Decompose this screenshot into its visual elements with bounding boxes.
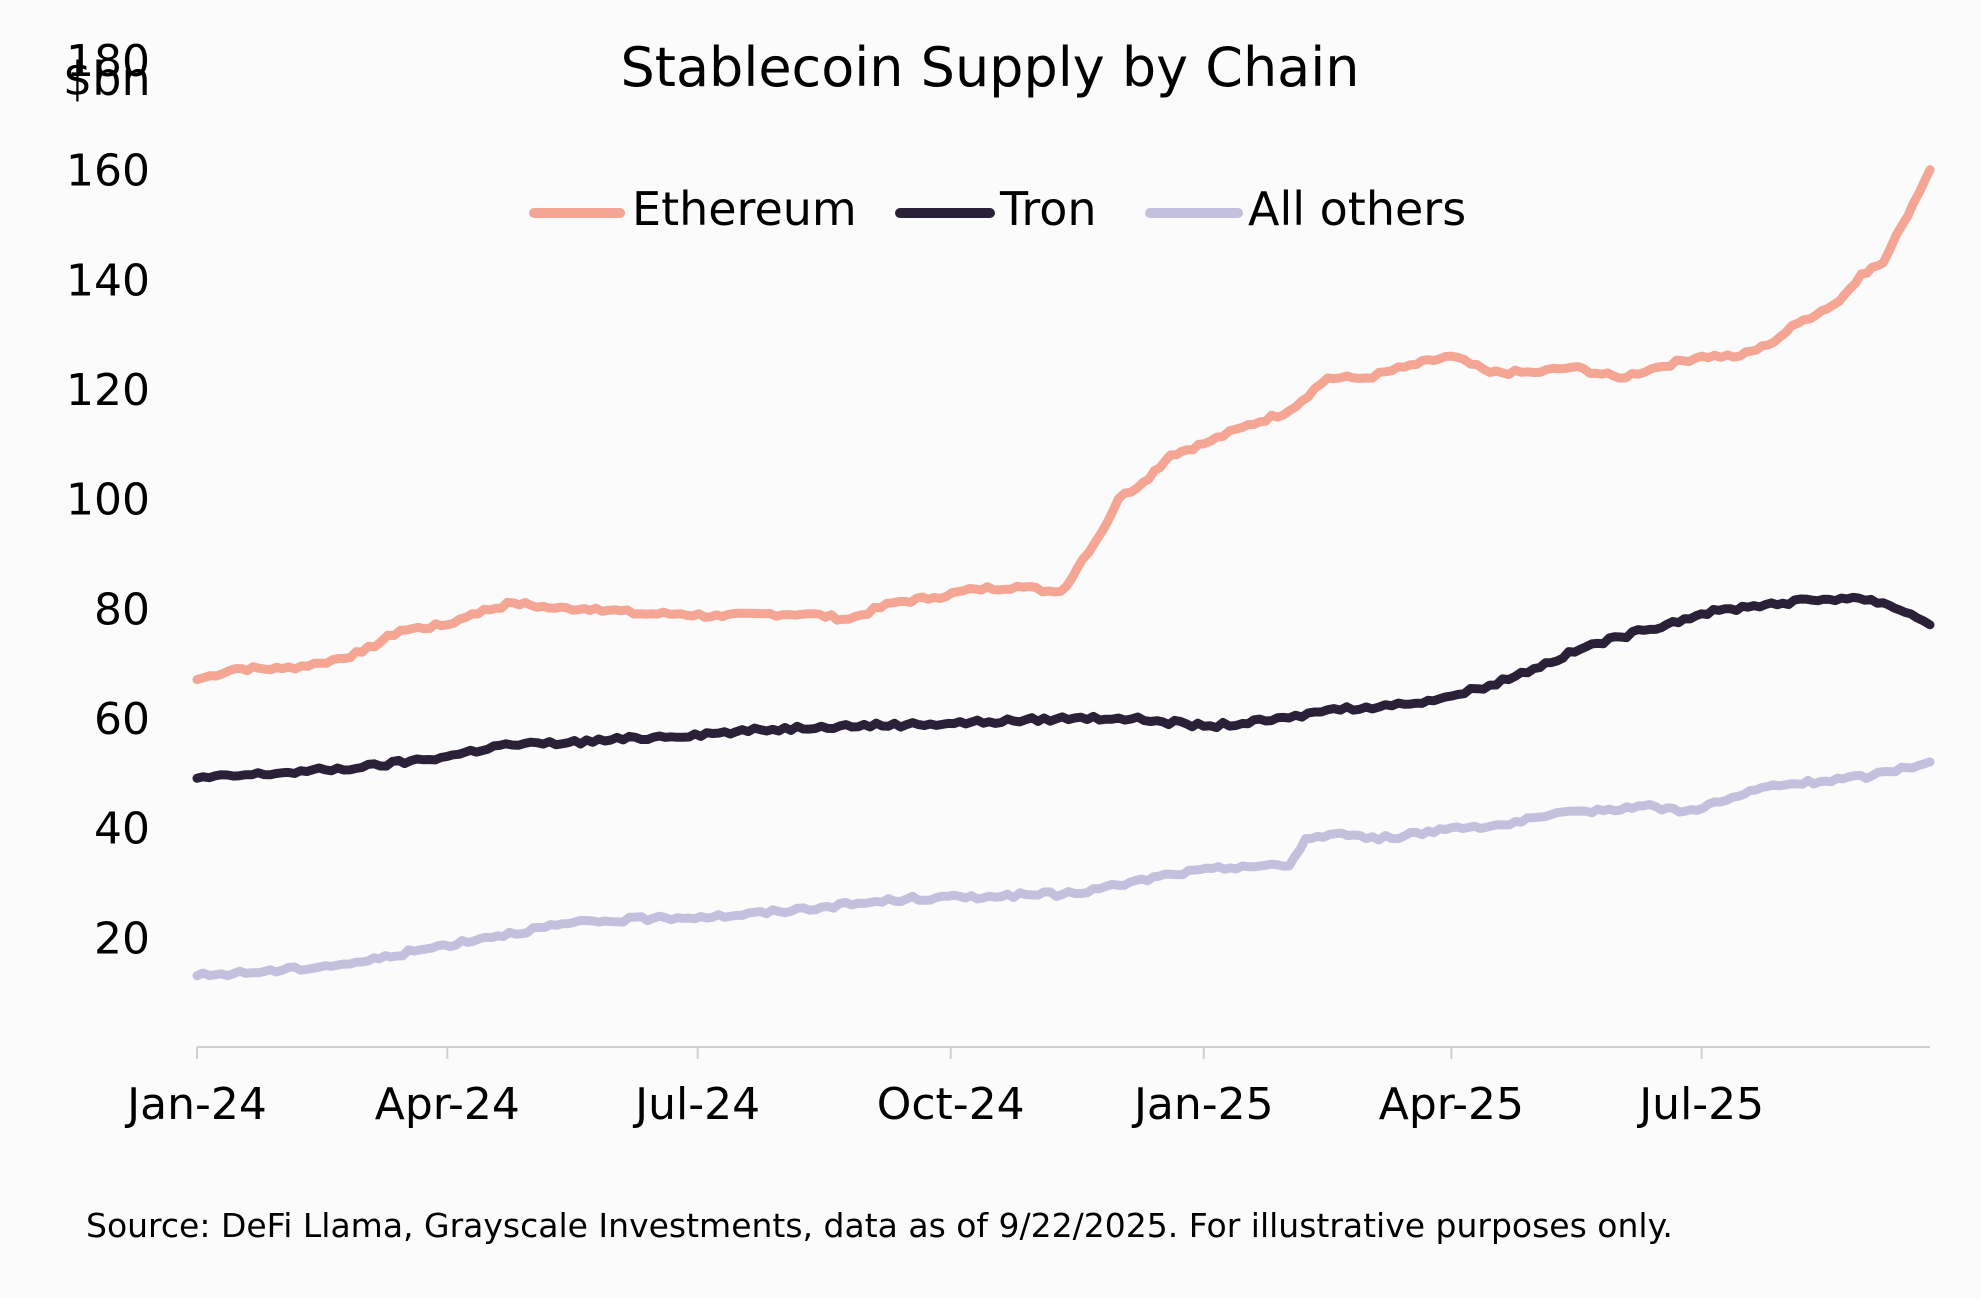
legend-label-all-others: All others xyxy=(1248,182,1466,236)
source-note: Source: DeFi Llama, Grayscale Investment… xyxy=(86,1206,1673,1245)
y-tick-label: 140 xyxy=(66,255,150,306)
x-tick-label: Oct-24 xyxy=(877,1079,1025,1130)
x-tick-label: Jan-25 xyxy=(1131,1079,1274,1130)
x-tick-label: Jul-25 xyxy=(1636,1079,1764,1130)
legend-label-ethereum: Ethereum xyxy=(632,182,857,236)
y-axis-unit-label: $bn xyxy=(63,52,151,106)
y-tick-label: 100 xyxy=(66,475,150,526)
x-tick-label: Apr-24 xyxy=(375,1079,520,1130)
x-tick-label: Apr-25 xyxy=(1379,1079,1524,1130)
y-axis-ticks: 20 40 60 80 100 120 140 160 180 xyxy=(66,36,150,964)
y-tick-label: 120 xyxy=(66,365,150,416)
y-tick-label: 60 xyxy=(94,694,150,745)
y-tick-label: 160 xyxy=(66,146,150,197)
legend-label-tron: Tron xyxy=(999,182,1097,236)
chart-title: Stablecoin Supply by Chain xyxy=(621,36,1360,99)
series-line-all-others xyxy=(192,757,1935,981)
y-tick-label: 180 xyxy=(66,36,150,87)
y-tick-label: 20 xyxy=(94,913,150,964)
x-tick-label: Jul-24 xyxy=(632,1079,760,1130)
series-line-ethereum xyxy=(192,165,1935,685)
legend: Ethereum Tron All others xyxy=(529,182,1466,236)
series-line-tron xyxy=(192,592,1935,783)
x-axis-ticks: Jan-24 Apr-24 Jul-24 Oct-24 Jan-25 Apr-25 Jul-… xyxy=(124,1047,1764,1130)
series-lines xyxy=(192,165,1935,981)
y-tick-label: 40 xyxy=(94,804,150,855)
y-tick-label: 80 xyxy=(94,584,150,635)
x-tick-label: Jan-24 xyxy=(124,1079,267,1130)
